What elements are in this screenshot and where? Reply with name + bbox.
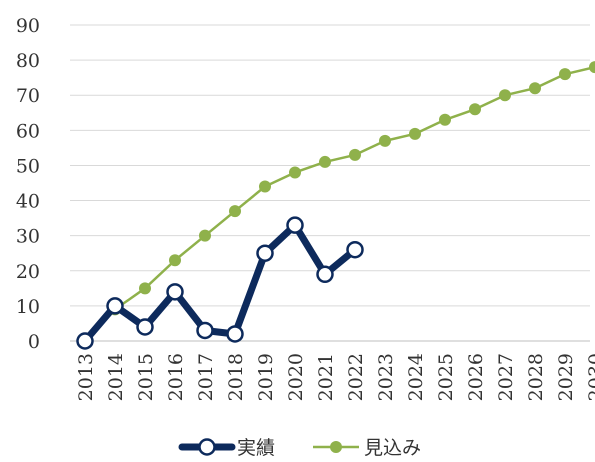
legend-label-actual: 実績 (237, 437, 275, 459)
x-tick-label: 2029 (555, 353, 577, 401)
y-tick-label: 80 (16, 50, 40, 72)
x-tick-label: 2020 (285, 353, 307, 401)
data-point-forecast (409, 127, 421, 140)
data-point-forecast (439, 113, 451, 126)
x-tick-label: 2022 (345, 353, 367, 401)
data-point-forecast (319, 155, 331, 168)
series-line-forecast (113, 65, 595, 311)
data-point-actual (76, 332, 94, 350)
data-point-forecast (469, 103, 481, 116)
x-tick-label: 2018 (225, 353, 247, 401)
x-tick-label: 2013 (75, 353, 97, 401)
data-point-forecast (499, 89, 511, 102)
x-tick-label: 2030 (585, 353, 595, 401)
y-tick-label: 70 (16, 85, 40, 107)
data-point-forecast (199, 229, 211, 242)
y-tick-label: 60 (16, 120, 40, 142)
data-point-forecast (559, 68, 571, 81)
series-layer (76, 61, 595, 350)
x-tick-label: 2023 (375, 353, 397, 401)
x-tick-label: 2014 (105, 353, 127, 401)
data-point-forecast (289, 166, 301, 179)
legend-label-forecast: 見込み (364, 437, 421, 459)
x-tick-label: 2021 (315, 353, 337, 401)
data-point-forecast (169, 254, 181, 267)
x-tick-label: 2025 (435, 353, 457, 401)
data-point-actual (316, 265, 334, 284)
y-axis-ticks: 0 10 20 30 40 50 60 70 80 90 (16, 15, 40, 353)
x-tick-label: 2017 (195, 353, 217, 401)
x-tick-label: 2016 (165, 353, 187, 401)
grid-lines (70, 24, 590, 342)
data-point-actual (286, 216, 304, 234)
y-tick-label: 50 (16, 155, 40, 177)
y-tick-label: 40 (16, 191, 40, 213)
y-tick-label: 20 (16, 261, 40, 283)
data-point-actual (106, 297, 124, 315)
y-tick-label: 0 (28, 331, 40, 353)
x-axis-ticks: 2013 2014 2015 2016 2017 2018 2019 2020 2021 2022… (75, 353, 595, 401)
data-point-forecast (139, 282, 151, 295)
data-point-actual (166, 283, 184, 301)
data-point-forecast (349, 148, 361, 161)
y-tick-label: 90 (16, 15, 40, 37)
data-point-forecast (379, 134, 391, 147)
x-tick-label: 2027 (495, 353, 517, 401)
y-tick-label: 30 (16, 226, 40, 248)
y-tick-label: 10 (16, 296, 40, 318)
x-tick-label: 2015 (135, 353, 157, 401)
data-point-forecast (259, 180, 271, 193)
x-tick-label: 2028 (525, 353, 547, 401)
data-point-actual (196, 321, 214, 340)
x-tick-label: 2019 (255, 353, 277, 401)
x-tick-label: 2024 (405, 353, 427, 401)
data-point-actual (136, 318, 154, 336)
data-point-forecast (589, 61, 595, 74)
data-point-actual (226, 325, 244, 343)
data-point-actual (346, 240, 364, 259)
legend: 実績 見込み (178, 437, 421, 459)
series-line-actual (81, 221, 359, 345)
x-tick-label: 2026 (465, 353, 487, 401)
data-point-actual (256, 244, 274, 262)
data-point-forecast (229, 205, 241, 218)
legend-marker-forecast (330, 441, 342, 453)
legend-marker-actual (198, 438, 216, 456)
data-point-forecast (529, 82, 541, 95)
